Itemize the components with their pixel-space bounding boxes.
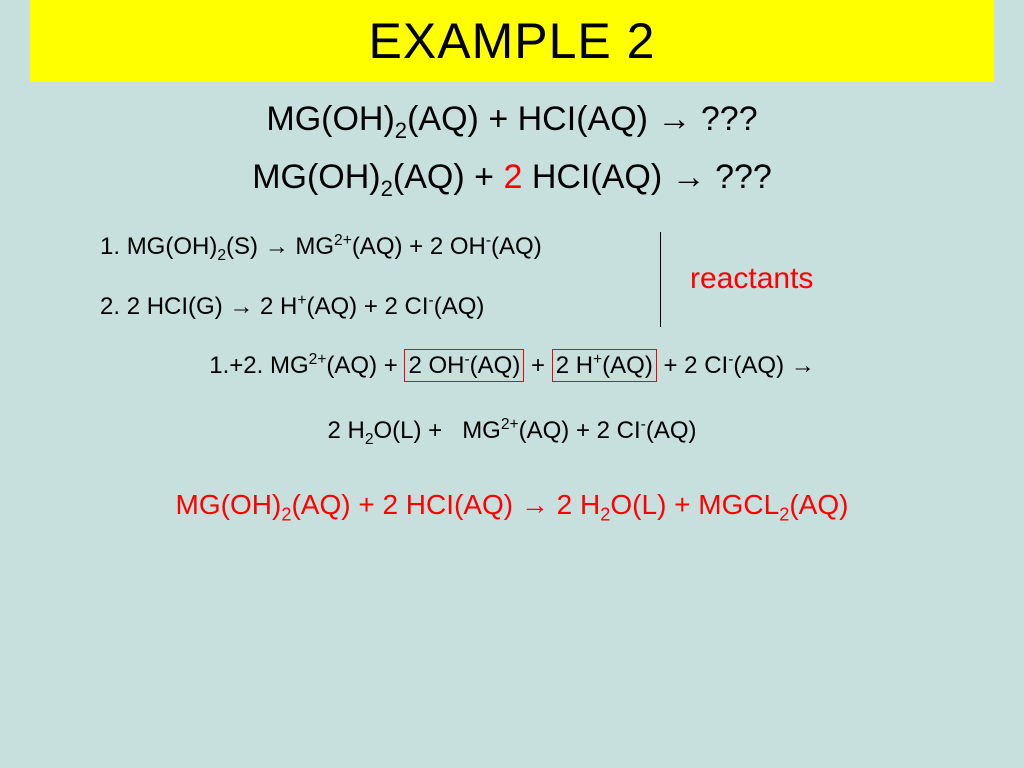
products-text: 2 H2O(L) + MG2+(AQ) + 2 CI-(AQ) <box>327 417 696 444</box>
eq1-plus: + <box>479 100 518 138</box>
diss2-text: 2 HCI(G) → 2 H+(AQ) + 2 CI-(AQ) <box>127 293 485 320</box>
eq2-lhs-state: (AQ) <box>393 158 465 196</box>
diss2-prefix: 2. <box>100 293 127 320</box>
eq1-lhs-state: (AQ) <box>407 100 479 138</box>
divider-line <box>660 232 661 327</box>
combined-equation: 1.+2. MG2+(AQ) + 2 OH-(AQ) + 2 H+(AQ) + … <box>209 349 814 382</box>
dissociation-2: 2. 2 HCI(G) → 2 H+(AQ) + 2 CI-(AQ) <box>100 292 1024 321</box>
slide-title: EXAMPLE 2 <box>30 12 994 70</box>
products-line: 2 H2O(L) + MG2+(AQ) + 2 CI-(AQ) <box>0 416 1024 449</box>
reactants-block: 1. MG(OH)2(S) → MG2+(AQ) + 2 OH-(AQ) 2. … <box>0 232 1024 322</box>
eq1-product: ??? <box>701 100 758 138</box>
reactants-list: 1. MG(OH)2(S) → MG2+(AQ) + 2 OH-(AQ) 2. … <box>0 232 1024 322</box>
final-equation: MG(OH)2(AQ) + 2 HCI(AQ) → 2 H2O(L) + MGC… <box>0 489 1024 526</box>
eq2-rhs-state: (AQ) <box>590 158 662 196</box>
eq1-rhs-species: HCI <box>518 100 577 138</box>
equation-2: MG(OH)2(AQ) + 2 HCI(AQ) → ??? <box>0 158 1024 202</box>
diss1-text: MG(OH)2(S) → MG2+(AQ) + 2 OH-(AQ) <box>127 233 542 260</box>
eq2-lhs-species: MG(OH) <box>252 158 380 196</box>
title-bar: EXAMPLE 2 <box>30 0 994 82</box>
spectator-box-1: 2 OH-(AQ) <box>404 349 524 382</box>
eq2-coeff: 2 <box>503 158 522 196</box>
eq2-product: ??? <box>715 158 772 196</box>
eq2-lhs-sub: 2 <box>381 176 393 201</box>
diss1-prefix: 1. <box>100 233 127 260</box>
dissociation-1: 1. MG(OH)2(S) → MG2+(AQ) + 2 OH-(AQ) <box>100 232 1024 265</box>
eq1-arrow: → <box>648 100 701 138</box>
combined-block: 1.+2. MG2+(AQ) + 2 OH-(AQ) + 2 H+(AQ) + … <box>0 349 1024 382</box>
reactants-label: reactants <box>690 262 813 296</box>
eq1-lhs-sub: 2 <box>395 118 407 143</box>
eq1-rhs-state: (AQ) <box>576 100 648 138</box>
combined-mid: + <box>524 352 551 379</box>
combined-left: MG2+(AQ) + <box>270 352 404 379</box>
eq1-lhs-species: MG(OH) <box>266 100 394 138</box>
combined-prefix: 1.+2. <box>209 352 270 379</box>
eq2-rhs-species: HCI <box>522 158 590 196</box>
eq2-arrow: → <box>662 158 715 196</box>
eq2-plus: + <box>465 158 504 196</box>
combined-right: + 2 CI-(AQ) → <box>657 352 815 379</box>
final-text: MG(OH)2(AQ) + 2 HCI(AQ) → 2 H2O(L) + MGC… <box>176 489 849 520</box>
spectator-box-2: 2 H+(AQ) <box>552 349 657 382</box>
equation-1: MG(OH)2(AQ) + HCI(AQ) → ??? <box>0 100 1024 144</box>
